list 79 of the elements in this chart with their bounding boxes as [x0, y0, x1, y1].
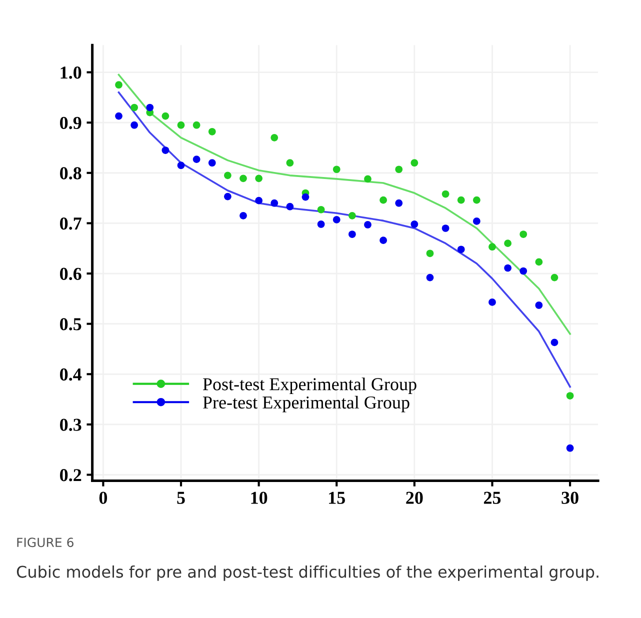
point	[520, 230, 528, 238]
point	[240, 174, 247, 182]
point	[240, 212, 247, 220]
point	[115, 112, 122, 120]
point	[255, 196, 262, 204]
point	[162, 112, 170, 120]
point	[395, 166, 403, 174]
point	[520, 267, 528, 275]
point	[317, 220, 325, 228]
point	[162, 146, 170, 154]
point	[395, 199, 403, 207]
x-tick-label: 15	[329, 492, 345, 504]
point	[364, 221, 372, 228]
point	[286, 202, 294, 210]
point	[550, 338, 558, 346]
x-tick-label: 5	[177, 492, 185, 504]
point	[473, 196, 480, 204]
y-tick-label: 0.7	[60, 217, 82, 230]
point	[410, 220, 418, 228]
point	[535, 258, 543, 266]
point	[192, 156, 200, 163]
point	[426, 274, 434, 282]
point	[410, 159, 418, 167]
x-tick-label: 10	[251, 492, 268, 504]
point	[270, 199, 278, 207]
point	[364, 175, 372, 183]
point	[442, 190, 450, 198]
point	[442, 224, 450, 232]
point	[488, 243, 496, 251]
point	[192, 121, 200, 129]
y-tick-label: 0.4	[60, 368, 82, 381]
point	[130, 104, 138, 112]
point	[146, 104, 154, 112]
point	[317, 206, 325, 214]
point	[177, 162, 185, 170]
point	[504, 240, 512, 248]
point	[224, 172, 232, 180]
point	[348, 212, 356, 220]
point	[473, 218, 480, 225]
point	[380, 236, 387, 244]
point	[130, 121, 138, 129]
legend-label: Pre-test Experimental Group	[202, 396, 410, 412]
point	[332, 166, 340, 174]
y-tick-label: 0.5	[60, 318, 82, 330]
point	[535, 302, 543, 309]
point	[348, 230, 356, 238]
x-tick-label: 20	[406, 492, 423, 504]
point	[177, 121, 185, 129]
point	[270, 134, 278, 142]
point	[332, 216, 340, 224]
x-tick-label: 0	[99, 492, 108, 504]
point	[286, 159, 294, 167]
point	[550, 274, 558, 282]
legend-label: Post-test Experimental Group	[202, 378, 416, 394]
point	[255, 174, 262, 182]
x-tick-label: 25	[484, 492, 501, 504]
point	[504, 264, 512, 272]
point	[208, 128, 216, 136]
point	[302, 193, 310, 201]
point	[457, 246, 465, 254]
point	[488, 298, 496, 306]
point	[457, 196, 465, 204]
point	[426, 250, 434, 258]
point	[115, 81, 122, 89]
caption: FIGURE 6	[17, 538, 74, 548]
point	[380, 196, 387, 204]
y-tick-label: 0.6	[60, 268, 82, 280]
line-series	[118, 74, 571, 335]
y-tick-label: 0.9	[60, 116, 82, 130]
point	[566, 392, 574, 400]
y-tick-label: 1.0	[60, 66, 82, 79]
x-tick-label: 30	[562, 492, 578, 504]
point	[566, 444, 574, 452]
point	[224, 192, 232, 200]
y-tick-label: 0.3	[60, 418, 82, 431]
point	[208, 159, 216, 167]
text: Cubic models for pre and post-test difficulties of the experimental group.	[16, 565, 598, 581]
y-tick-label: 0.8	[60, 167, 82, 180]
y-tick-label: 0.2	[60, 469, 82, 482]
